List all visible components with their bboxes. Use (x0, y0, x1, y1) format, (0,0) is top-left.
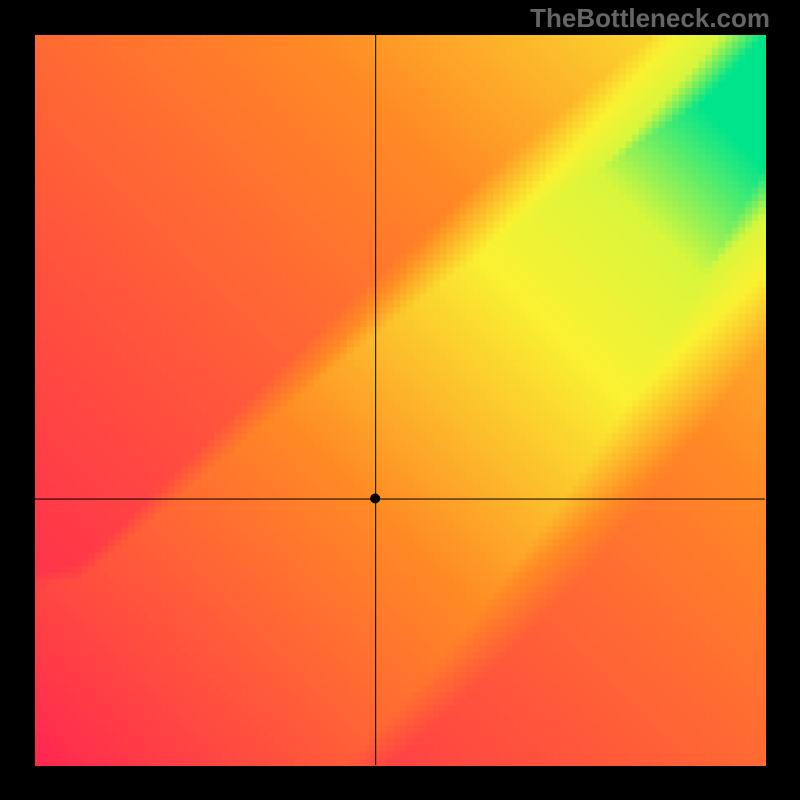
bottleneck-heatmap-canvas (0, 0, 800, 800)
chart-container: TheBottleneck.com (0, 0, 800, 800)
watermark-text: TheBottleneck.com (530, 3, 770, 34)
